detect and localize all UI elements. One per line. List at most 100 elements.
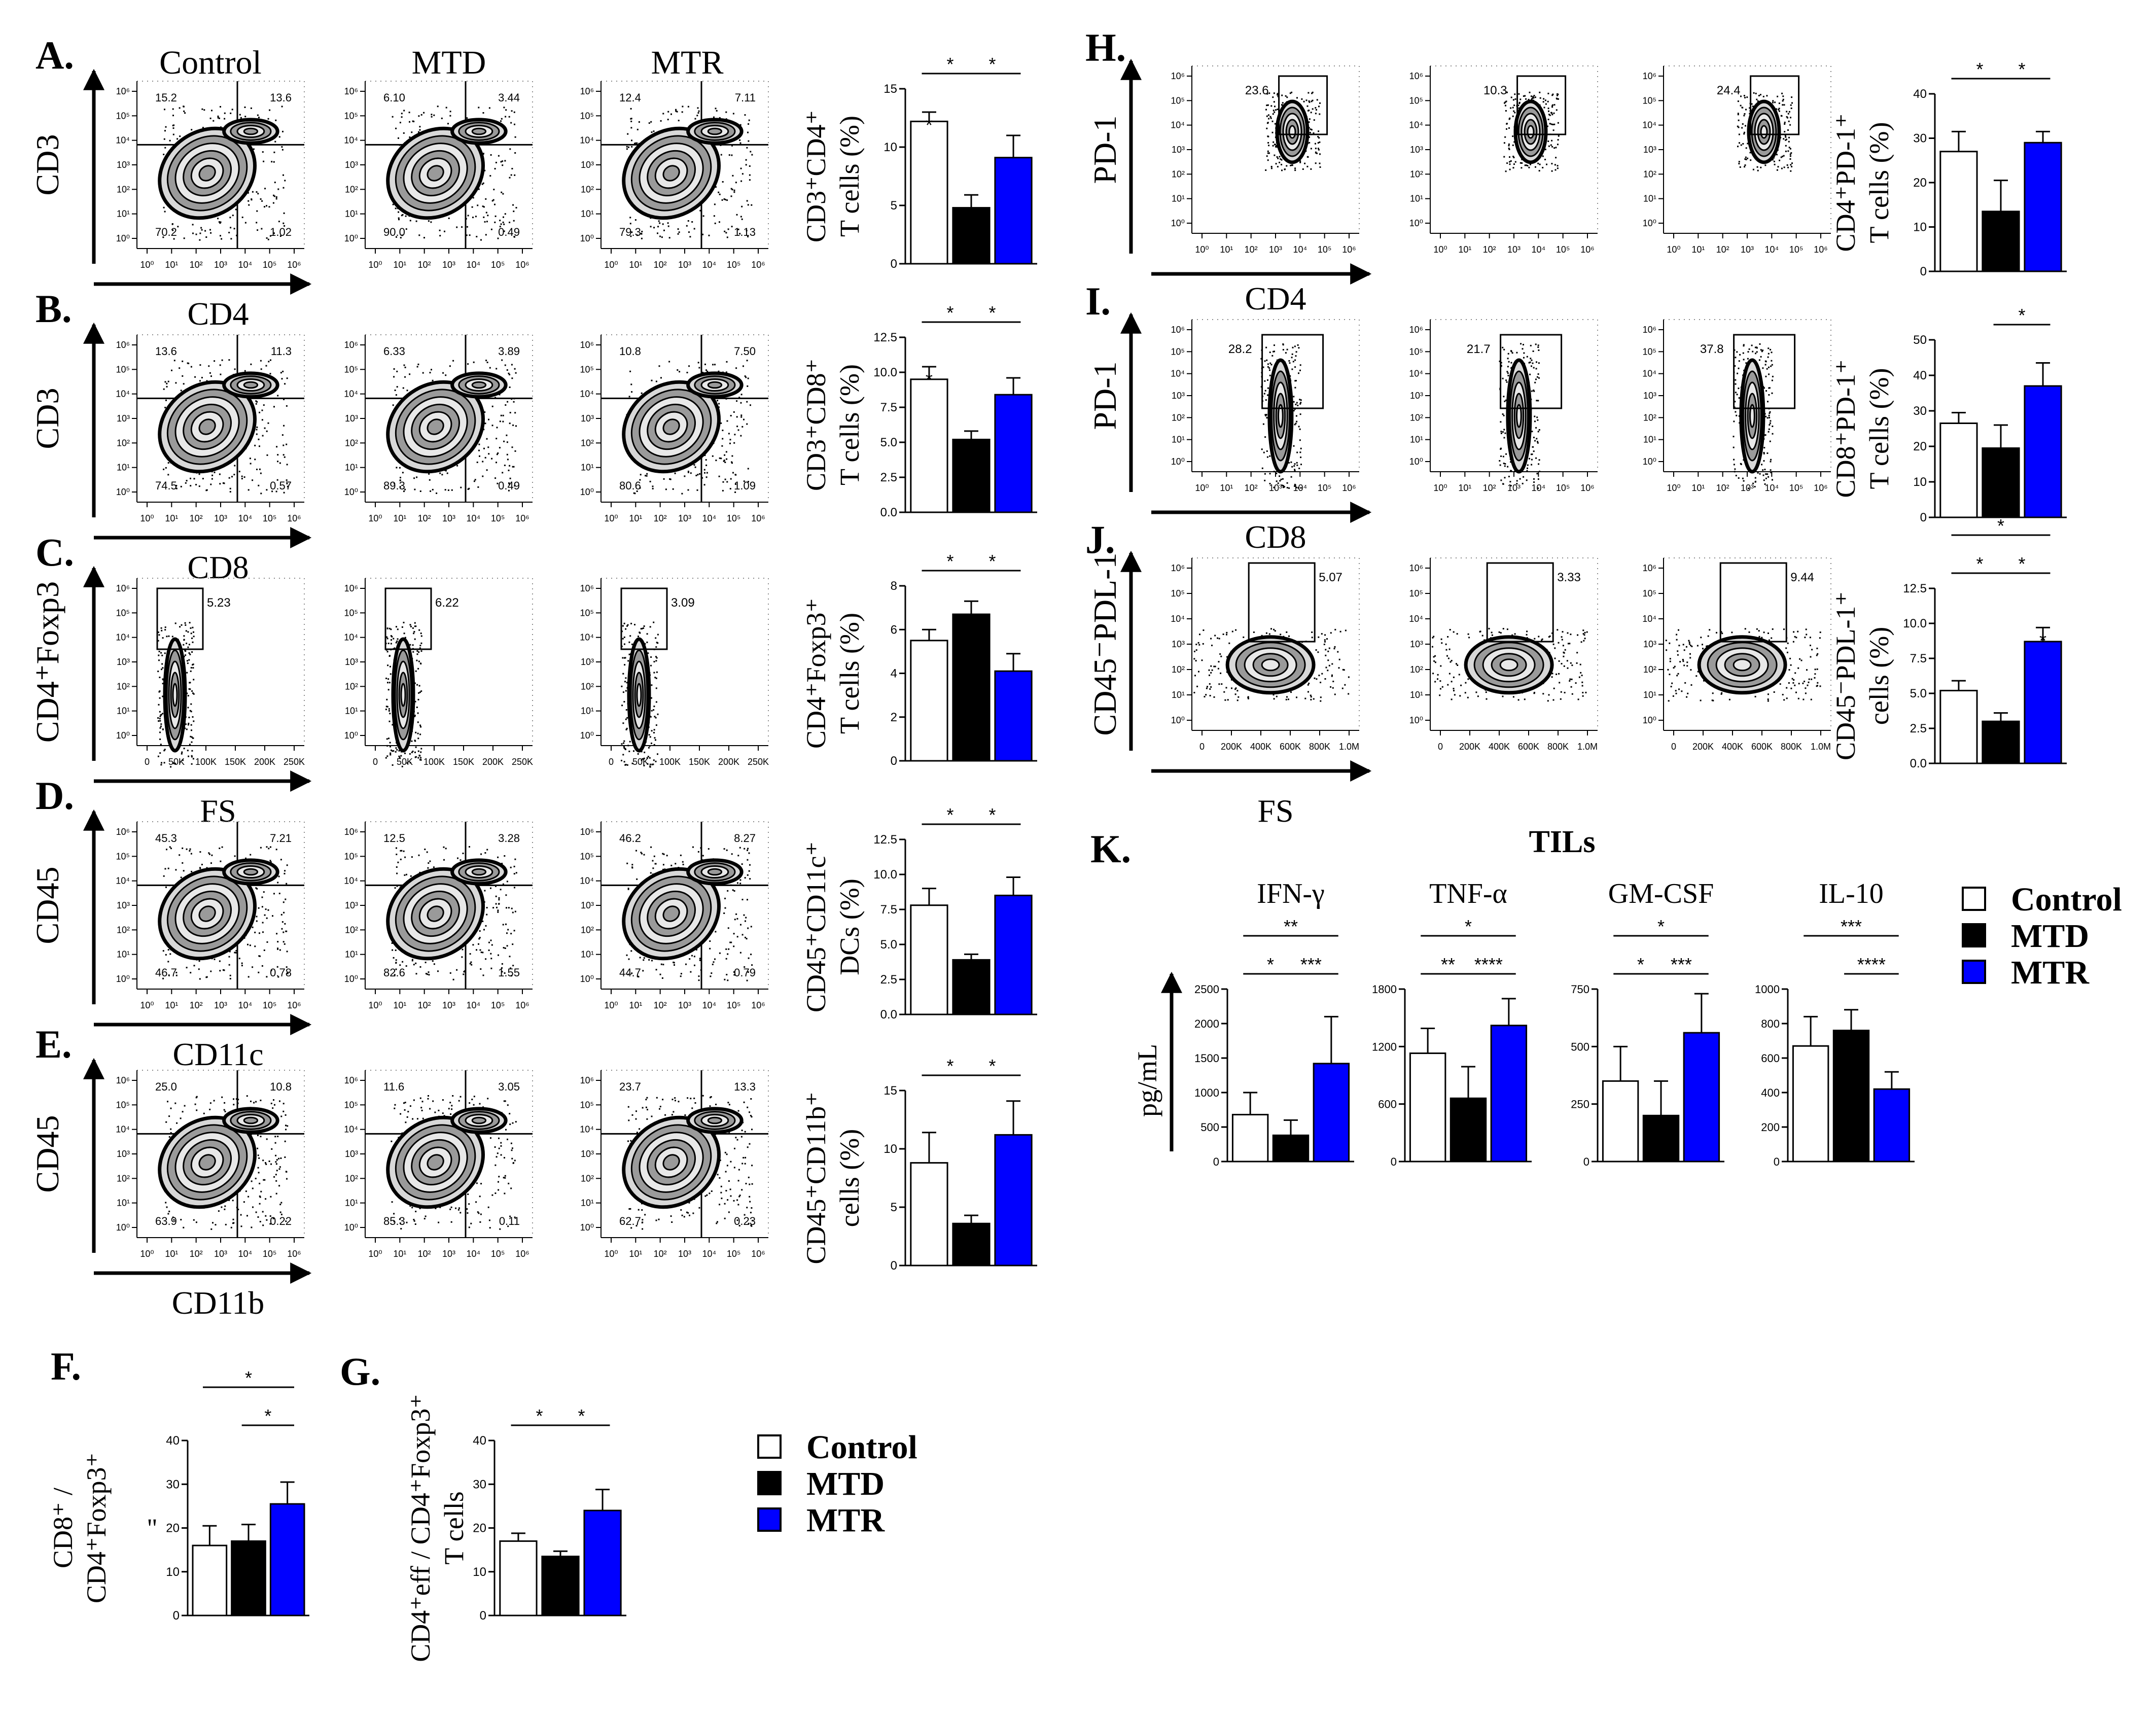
- y-tick-label: 10¹: [1643, 435, 1656, 445]
- legend-swatch-mtd: [757, 1471, 782, 1495]
- x-tick-label: 0: [373, 757, 378, 767]
- contour-ring: [1760, 125, 1768, 139]
- gate-value: 6.22: [435, 596, 459, 610]
- y-tick-label: 2000: [1194, 1017, 1219, 1030]
- bar-control: [1939, 151, 1978, 272]
- x-tick-label: 10⁶: [515, 1249, 529, 1259]
- contour-ring: [198, 1154, 216, 1171]
- y-tick-label: 10⁵: [116, 364, 130, 374]
- y-tick-label: 10⁰: [344, 233, 358, 243]
- y-tick-label: 10⁵: [1409, 346, 1423, 357]
- legend-label: MTR: [806, 1502, 885, 1539]
- gate-box: [156, 587, 204, 650]
- y-tick-label: 10⁰: [580, 974, 594, 984]
- contour-ring: [172, 683, 178, 707]
- y-tick-label: 2.5: [880, 973, 897, 987]
- y-axis-label: CD45⁺CD11c⁺ DCs (%): [801, 841, 865, 1012]
- y-tick-label: 10³: [1410, 145, 1423, 155]
- y-tick-label: 10⁶: [1643, 563, 1656, 573]
- y-tick-label: 10³: [345, 900, 358, 910]
- y-tick-label: 10⁰: [344, 974, 358, 984]
- quadrant-value: 1.13: [734, 226, 756, 238]
- x-tick-label: 400K: [1722, 742, 1743, 752]
- flow-y-label: CD45: [29, 867, 65, 944]
- bar-mtd: [541, 1556, 580, 1616]
- legend-swatch-control: [757, 1434, 782, 1459]
- y-tick-label: 10⁶: [1643, 325, 1656, 335]
- x-tick-label: 200K: [482, 757, 504, 767]
- y-axis-label: CD3⁺CD8⁺ T cells (%): [801, 359, 865, 491]
- x-tick-label: 10¹: [1220, 483, 1233, 493]
- flow-panel-H: H. PD-1 CD4 10⁰ 10¹ 10² 10³ 10⁴ 10⁵ 10⁶ 10⁰ 10¹ 10² 1…: [1085, 25, 1831, 317]
- y-axis-label: CD8⁺PD-1⁺ T cells (%): [1830, 359, 1894, 498]
- x-tick-label: 10⁴: [466, 1249, 480, 1259]
- x-tick-label: 10¹: [393, 260, 406, 270]
- y-tick-label: 0: [480, 1609, 486, 1623]
- y-tick-label: 10⁶: [580, 827, 594, 837]
- bar-control: [910, 120, 948, 265]
- y-tick-label: 10³: [1410, 639, 1423, 649]
- contour-ring: [198, 165, 216, 182]
- y-tick-label: 10⁰: [344, 1222, 358, 1233]
- x-tick-label: 10⁶: [1342, 244, 1356, 255]
- contour-ring: [707, 868, 723, 876]
- x-tick-label: 50K: [632, 757, 649, 767]
- y-tick-label: 10⁰: [1643, 456, 1656, 467]
- significance-stars: *: [2039, 630, 2046, 651]
- y-tick-label: 10³: [581, 657, 594, 667]
- x-tick-label: 10²: [418, 513, 431, 523]
- panel-label: B.: [36, 287, 72, 331]
- flow-panel-B: B. CD3 CD8 10⁰ 10¹ 10² 10³ 10⁴ 10⁵ 10⁶ 10⁰ 10¹ 10² 10…: [29, 287, 769, 585]
- contour-ring: [427, 905, 444, 922]
- x-tick-label: 10⁵: [1556, 483, 1570, 493]
- y-tick-label: 10⁴: [1409, 614, 1423, 624]
- bar-chart-A-bar: 0 5 10 15 * * * CD3⁺CD4⁺ T cells (%): [801, 54, 1037, 271]
- contour-ring: [707, 381, 723, 389]
- y-tick-label: 10⁰: [580, 730, 594, 741]
- x-tick-label: 1.0M: [1811, 742, 1831, 752]
- panel-K: K. TILs pg/mL: [1090, 825, 1595, 1151]
- x-tick-label: 50K: [168, 757, 185, 767]
- x-tick-label: 250K: [748, 757, 769, 767]
- significance-stars: *: [989, 1056, 996, 1076]
- y-tick-label: 10⁰: [116, 974, 130, 984]
- significance-stars: *: [2019, 305, 2026, 326]
- y-label-fragment: ": [147, 1514, 157, 1543]
- quadrant-value: 25.0: [155, 1080, 177, 1093]
- x-tick-label: 10⁵: [263, 1249, 276, 1259]
- x-tick-label: 10²: [190, 513, 203, 523]
- quadrant-value: 0.11: [499, 1215, 520, 1227]
- panel-title: TILs: [1529, 825, 1596, 859]
- y-tick-label: 10¹: [1172, 194, 1185, 204]
- y-tick-label: 5.0: [880, 938, 897, 952]
- y-tick-label: 10⁴: [1171, 369, 1185, 379]
- y-tick-label: 10³: [1643, 639, 1656, 649]
- x-tick-label: 150K: [689, 757, 710, 767]
- x-tick-label: 10³: [1507, 244, 1521, 255]
- x-tick-label: 50K: [397, 757, 413, 767]
- y-tick-label: 0.0: [1910, 757, 1927, 770]
- gate-box: [1500, 334, 1563, 409]
- contour-ring: [243, 381, 259, 389]
- flow-y-label: CD3: [29, 134, 65, 196]
- x-tick-label: 250K: [284, 757, 305, 767]
- flow-x-axis-name: CD11c: [173, 1036, 264, 1072]
- y-tick-label: 10¹: [581, 1198, 594, 1208]
- flow-y-label: CD45⁻PDL-1: [1087, 553, 1123, 736]
- flow-y-label: CD45: [29, 1115, 65, 1193]
- y-tick-label: 10³: [581, 1149, 594, 1159]
- y-tick-label: 10³: [1410, 391, 1423, 401]
- bar-mtd: [952, 207, 991, 265]
- significance-stars: *: [946, 804, 953, 825]
- y-tick-label: 10⁰: [1643, 715, 1656, 725]
- x-tick-label: 10⁵: [1789, 483, 1803, 493]
- y-tick-label: 10⁶: [116, 1075, 130, 1085]
- gate-value: 10.3: [1483, 84, 1507, 97]
- y-tick-label: 10²: [581, 925, 594, 935]
- x-tick-label: 10³: [678, 1249, 691, 1259]
- quadrant-value: 80.6: [619, 479, 641, 492]
- x-tick-label: 10⁶: [515, 1000, 529, 1010]
- y-axis-label: CD4⁺Foxp3⁺ T cells (%): [801, 598, 865, 749]
- x-tick-label: 0: [609, 757, 614, 767]
- flow-x-axis-name: FS: [200, 793, 236, 829]
